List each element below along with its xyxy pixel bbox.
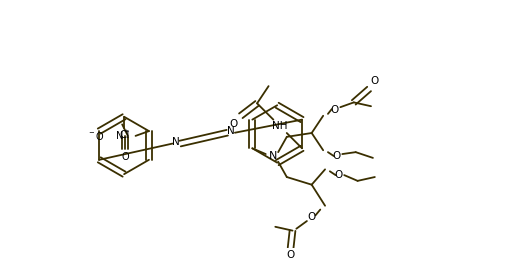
Text: N: N: [227, 126, 235, 136]
Text: O: O: [371, 76, 379, 86]
Text: O: O: [334, 170, 343, 180]
Text: O: O: [333, 151, 340, 161]
Text: O: O: [308, 212, 316, 222]
Text: O: O: [286, 250, 295, 259]
Text: O: O: [121, 152, 129, 162]
Text: NH: NH: [272, 121, 288, 131]
Text: O: O: [331, 105, 339, 115]
Text: N: N: [172, 137, 180, 147]
Text: $^-$O: $^-$O: [87, 130, 105, 142]
Text: Cl: Cl: [119, 130, 129, 140]
Text: N$^+$: N$^+$: [115, 129, 131, 142]
Text: O: O: [229, 119, 237, 130]
Text: N: N: [269, 151, 278, 161]
